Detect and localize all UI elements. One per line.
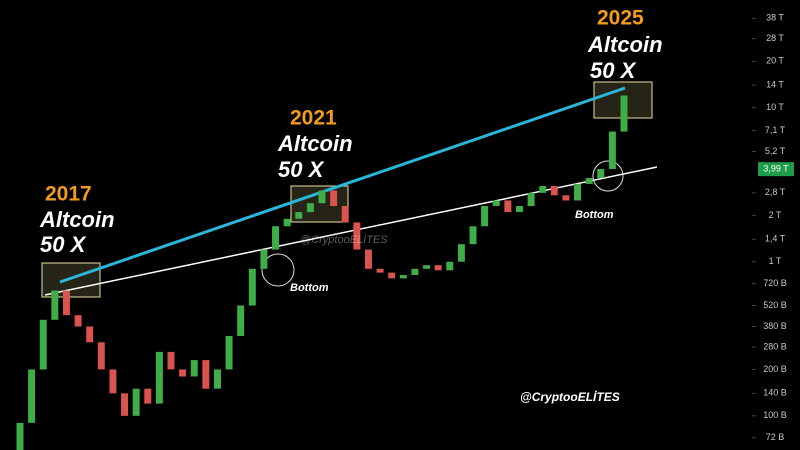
candle-body xyxy=(260,249,268,269)
annotation-label: Altcoin xyxy=(277,131,353,156)
candle-body xyxy=(283,218,291,227)
candle-body xyxy=(62,290,70,316)
candle-body xyxy=(364,249,372,269)
annotation-label: Altcoin xyxy=(587,32,663,57)
y-tick-label: 72 B xyxy=(766,432,785,442)
candle-body xyxy=(213,369,221,389)
price-tag-label: 3,99 T xyxy=(763,164,789,174)
candle-body xyxy=(562,195,570,201)
candle-body xyxy=(39,319,47,370)
year-label: 2017 xyxy=(45,183,92,206)
candle-body xyxy=(306,203,314,213)
candle-body xyxy=(341,206,349,223)
y-tick-label: 1 T xyxy=(769,256,782,266)
watermark: @CryptooELİTES xyxy=(520,389,620,404)
candle-body xyxy=(132,388,140,416)
bottom-circle xyxy=(261,253,295,287)
y-tick-label: 2,8 T xyxy=(765,187,786,197)
candle-body xyxy=(446,261,454,271)
peak-box xyxy=(41,262,101,298)
y-tick-label: 20 T xyxy=(766,56,784,66)
y-tick-label: 520 B xyxy=(763,300,787,310)
y-tick-label: 140 B xyxy=(763,388,787,398)
y-tick-label: 720 B xyxy=(763,278,787,288)
y-tick-label: 10 T xyxy=(766,102,784,112)
candle-body xyxy=(318,190,326,204)
y-tick-label: 14 T xyxy=(766,80,784,90)
candle-body xyxy=(28,369,36,423)
y-tick-label: 5,2 T xyxy=(765,146,786,156)
candle-body xyxy=(620,95,628,132)
candle-body xyxy=(492,200,500,207)
y-tick-label: 28 T xyxy=(766,33,784,43)
year-label: 2025 xyxy=(597,7,644,30)
candle-body xyxy=(353,222,361,250)
y-tick-label: 280 B xyxy=(763,341,787,351)
bottom-label: Bottom xyxy=(575,209,614,221)
support-line xyxy=(44,166,658,296)
candle-body xyxy=(481,206,489,227)
candle-body xyxy=(423,265,431,269)
candle-body xyxy=(574,183,582,201)
candles xyxy=(16,95,628,450)
trend-line xyxy=(59,86,626,284)
annotation-shapes xyxy=(41,81,658,298)
annotation-multiple: 50 X xyxy=(590,58,637,83)
bottom-label: Bottom xyxy=(290,282,329,294)
watermark: @CryptooELİTES xyxy=(300,234,388,246)
candle-body xyxy=(330,190,338,207)
candle-body xyxy=(202,360,210,389)
candle-body xyxy=(527,192,535,207)
y-tick-label: 7,1 T xyxy=(765,125,786,135)
y-tick-label: 38 T xyxy=(766,13,784,23)
y-tick-label: 380 B xyxy=(763,321,787,331)
candle-body xyxy=(16,422,24,450)
bottom-circle xyxy=(592,160,624,192)
candle-body xyxy=(51,290,59,320)
candle-body xyxy=(86,326,94,343)
candle-body xyxy=(121,393,129,416)
candle-body xyxy=(155,351,163,404)
y-tick-label: 100 B xyxy=(763,410,787,420)
candle-body xyxy=(434,265,442,271)
candle-body xyxy=(539,186,547,193)
y-tick-label: 2 T xyxy=(769,210,782,220)
y-tick-label: 1,4 T xyxy=(765,234,786,244)
annotation-label: Altcoin xyxy=(39,207,115,232)
candle-body xyxy=(504,200,512,213)
candle-body xyxy=(608,131,616,169)
candle-body xyxy=(295,212,303,219)
candle-body xyxy=(237,305,245,336)
price-tag xyxy=(758,162,794,177)
candle-body xyxy=(74,315,82,327)
annotation-multiple: 50 X xyxy=(40,232,87,257)
candle-body xyxy=(225,335,233,370)
candle-body xyxy=(550,186,558,196)
candle-body xyxy=(167,351,175,370)
candle-body xyxy=(248,268,256,306)
candle-body xyxy=(399,275,407,279)
annotation-multiple: 50 X xyxy=(278,157,325,182)
candle-body xyxy=(376,268,384,273)
candle-body xyxy=(388,272,396,279)
candle-body xyxy=(97,342,105,370)
candle-body xyxy=(597,168,605,178)
candle-body xyxy=(179,369,187,377)
y-axis: 38 T 28 T 20 T 14 T 10 T 7,1 T 5,2 T 2,8 T 2 T 1,… xyxy=(752,13,794,442)
candle-body xyxy=(469,226,477,245)
candle-body xyxy=(585,177,593,184)
candle-body xyxy=(411,268,419,276)
candle-body xyxy=(144,388,152,404)
candle-body xyxy=(457,244,465,262)
year-label: 2021 xyxy=(290,107,337,130)
candle-body xyxy=(190,360,198,377)
candle-body xyxy=(272,226,280,250)
candle-body xyxy=(515,206,523,213)
y-tick-label: 200 B xyxy=(763,364,787,374)
candle-body xyxy=(109,369,117,394)
